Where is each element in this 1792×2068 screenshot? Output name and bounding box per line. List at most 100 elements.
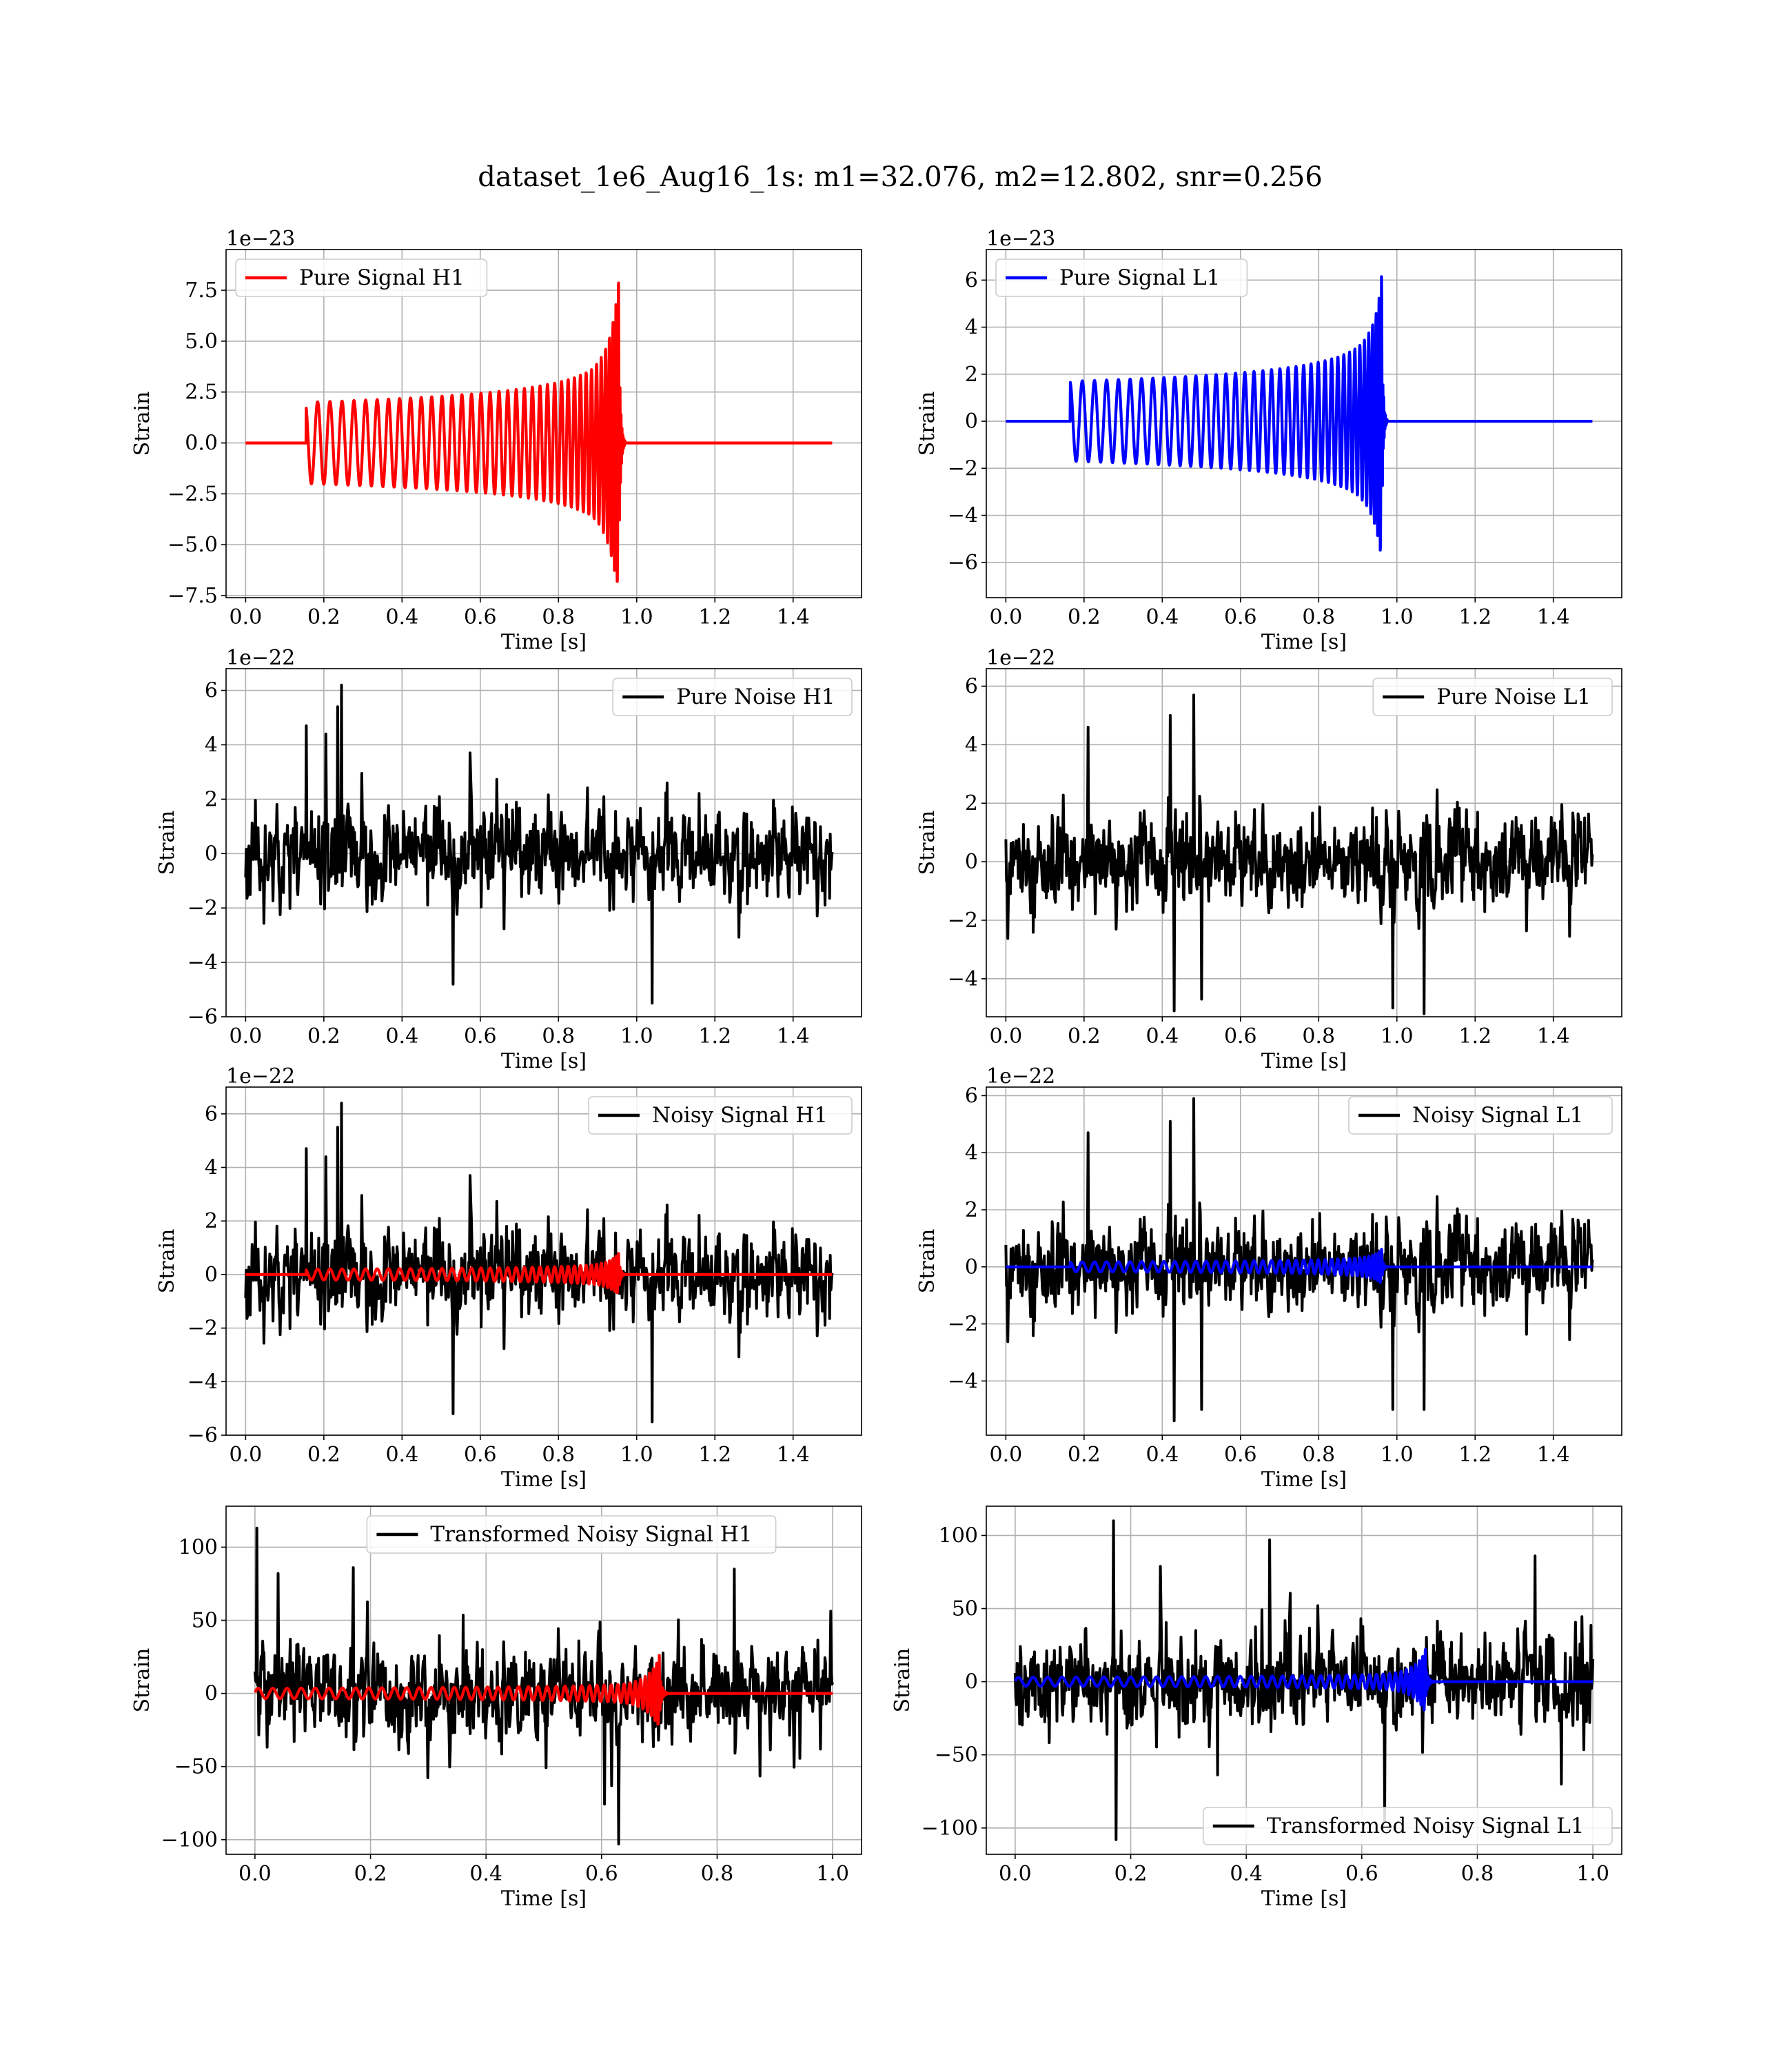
axes-frame <box>986 1086 1622 1436</box>
series-line-transformed-noisy-signal-h1 <box>253 1526 834 1846</box>
y-tick-label: 4 <box>965 316 978 340</box>
series-line-pure-noise-h1 <box>244 683 834 1005</box>
x-tick-label: 0.8 <box>1302 605 1335 629</box>
x-tick-label: 0.0 <box>990 1024 1023 1048</box>
x-tick-label: 0.2 <box>307 1024 340 1048</box>
y-tick-label: −7.5 <box>167 584 218 608</box>
y-axis-label: Strain <box>130 1648 154 1713</box>
series-line-noisy-signal-h1 <box>244 1102 834 1423</box>
y-tick-label: −2 <box>948 909 978 933</box>
y-tick-label: 4 <box>965 733 978 757</box>
offset-text: 1e−22 <box>226 1064 295 1088</box>
x-tick-label: 1.2 <box>698 1024 731 1048</box>
x-tick-label: 0.0 <box>990 1443 1023 1467</box>
legend-label: Pure Signal H1 <box>299 265 465 290</box>
series-line-chirp-1 <box>254 1654 834 1726</box>
y-tick-label: 0.0 <box>185 432 218 456</box>
x-tick-label: 1.0 <box>1381 605 1414 629</box>
x-tick-label: 0.0 <box>238 1862 272 1886</box>
chart-panel-noisy-signal-h1: 0.0 0.2 0.4 0.6 0.8 1.0 1.2 1.4 −6 −4 −2 0 2 4 6 Time [… <box>155 1064 862 1492</box>
x-tick-label: 0.6 <box>585 1862 618 1886</box>
y-tick-label: 6 <box>965 1084 978 1108</box>
x-tick-label: 0.0 <box>999 1862 1032 1886</box>
y-tick-label: 50 <box>192 1609 218 1633</box>
legend: Transformed Noisy Signal H1 <box>366 1515 777 1554</box>
x-tick-label: 1.4 <box>1537 1024 1570 1048</box>
legend: Noisy Signal L1 <box>1348 1096 1613 1135</box>
y-tick-label: −4 <box>187 951 218 975</box>
axes-frame <box>225 249 862 598</box>
legend-label: Transformed Noisy Signal L1 <box>1267 1814 1585 1838</box>
x-tick-label: 1.2 <box>1458 605 1491 629</box>
legend-box <box>1372 678 1613 716</box>
chart-panel-noisy-signal-l1: 0.0 0.2 0.4 0.6 0.8 1.0 1.2 1.4 −4 −2 0 2 4 6 Time [s]… <box>915 1064 1622 1492</box>
chart-panel-pure-noise-h1: 0.0 0.2 0.4 0.6 0.8 1.0 1.2 1.4 −6 −4 −2 0 2 4 6 Time [… <box>155 646 862 1073</box>
x-tick-label: 0.8 <box>542 605 575 629</box>
chart-panel-pure-signal-h1: 0.0 0.2 0.4 0.6 0.8 1.0 1.2 1.4 −7.5 −5.0 −2.5 0.0 2… <box>130 227 862 654</box>
y-tick-label: 2 <box>205 1209 218 1233</box>
y-tick-label: −100 <box>922 1816 978 1841</box>
axes-frame <box>986 249 1622 598</box>
series-group <box>253 1526 834 1846</box>
x-tick-label: 1.4 <box>777 1024 810 1048</box>
y-tick-label: 0 <box>965 1670 978 1694</box>
y-tick-label: 6 <box>205 679 218 703</box>
y-tick-label: 6 <box>965 674 978 698</box>
x-axis-label: Time [s] <box>1261 1887 1347 1911</box>
y-axis-label: Strain <box>155 811 179 875</box>
x-tick-label: 0.4 <box>469 1862 502 1886</box>
x-tick-label: 0.6 <box>464 1443 497 1467</box>
x-tick-label: 0.4 <box>385 1443 418 1467</box>
x-tick-label: 1.4 <box>777 1443 810 1467</box>
legend: Noisy Signal H1 <box>588 1096 853 1135</box>
x-tick-label: 1.0 <box>620 1024 653 1048</box>
x-tick-label: 0.2 <box>1114 1862 1148 1886</box>
chart-panel-pure-signal-l1: 0.0 0.2 0.4 0.6 0.8 1.0 1.2 1.4 −6 −4 −2 0 2 4 6 Time [… <box>915 227 1622 654</box>
x-tick-label: 0.0 <box>230 1443 263 1467</box>
x-tick-label: 0.8 <box>1461 1862 1494 1886</box>
y-tick-label: −50 <box>935 1743 978 1767</box>
y-tick-label: 0 <box>205 842 218 866</box>
series-group <box>244 1102 834 1423</box>
x-tick-label: 0.0 <box>230 605 263 629</box>
series-line-chirp-1 <box>1004 1248 1594 1284</box>
y-axis-label: Strain <box>915 392 939 456</box>
legend-box <box>588 1096 853 1135</box>
y-tick-label: −2 <box>948 456 978 480</box>
y-tick-label: −4 <box>948 1369 978 1393</box>
x-tick-label: 0.2 <box>307 1443 340 1467</box>
legend: Pure Signal H1 <box>235 258 488 297</box>
series-line-noise-0 <box>1013 1519 1595 1841</box>
legend: Transformed Noisy Signal L1 <box>1203 1807 1613 1845</box>
axes-frame <box>225 1506 862 1855</box>
x-tick-label: 0.4 <box>385 605 418 629</box>
x-tick-label: 0.4 <box>385 1024 418 1048</box>
y-tick-label: 2 <box>965 791 978 815</box>
y-tick-label: 50 <box>952 1597 978 1621</box>
x-tick-label: 0.6 <box>1224 605 1257 629</box>
series-group <box>1004 1097 1594 1423</box>
y-tick-label: 7.5 <box>185 278 218 303</box>
x-tick-label: 0.8 <box>542 1024 575 1048</box>
series-line-noisy-signal-l1 <box>1004 1097 1594 1423</box>
x-tick-label: 0.4 <box>1230 1862 1263 1886</box>
x-axis-label: Time [s] <box>501 1468 587 1492</box>
series-group <box>244 683 834 1005</box>
legend: Pure Signal L1 <box>995 258 1248 297</box>
y-tick-label: −4 <box>948 967 978 991</box>
legend-label: Noisy Signal H1 <box>652 1103 828 1128</box>
y-tick-label: 4 <box>205 733 218 757</box>
axes-frame <box>225 1086 862 1436</box>
x-tick-label: 0.2 <box>1068 1443 1101 1467</box>
x-tick-label: 1.4 <box>1537 1443 1570 1467</box>
y-tick-label: 2 <box>965 1198 978 1222</box>
series-line-pure-noise-l1 <box>1004 693 1594 1015</box>
legend: Pure Noise H1 <box>612 678 853 716</box>
y-axis-label: Strain <box>890 1648 915 1713</box>
legend-box <box>235 258 488 297</box>
chart-panel-transformed-noisy-signal-h1: 0.0 0.2 0.4 0.6 0.8 1.0 −100 −50 0 50 100 Time [s] S… <box>130 1506 862 1911</box>
legend-label: Noisy Signal L1 <box>1412 1103 1584 1128</box>
legend-box <box>995 258 1248 297</box>
series-group <box>1004 693 1594 1015</box>
y-tick-label: −6 <box>187 1423 218 1448</box>
